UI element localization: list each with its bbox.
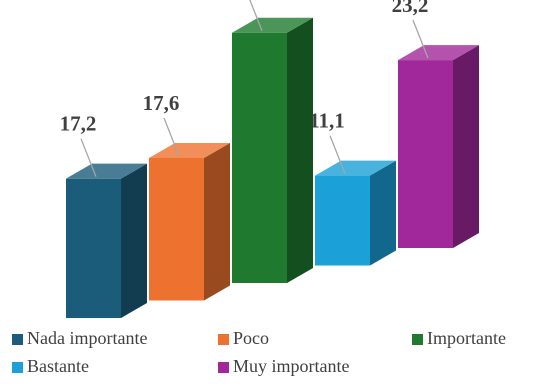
bar-top-0: [66, 163, 147, 179]
legend-swatch-0: [12, 334, 23, 345]
legend: Nada importante Poco Importante Bastante Muy…: [12, 328, 506, 376]
bars-group: [66, 17, 479, 318]
data-label-3: 11,1: [309, 109, 345, 133]
leader-line-0: [80, 138, 97, 177]
bar-top-4: [398, 45, 479, 61]
legend-swatch-1: [218, 334, 229, 345]
legend-label-1: Poco: [233, 328, 269, 348]
bar-front-0: [66, 178, 121, 318]
data-labels-group: 17,217,630,911,123,2: [60, 0, 429, 136]
bar-side-1: [204, 142, 230, 301]
leader-lines-group: [80, 0, 429, 177]
data-label-0: 17,2: [60, 112, 97, 136]
leader-line-4: [412, 19, 429, 59]
bar-side-0: [121, 163, 147, 318]
data-label-1: 17,6: [143, 91, 180, 115]
legend-label-4: Muy importante: [233, 356, 349, 376]
bar-side-2: [287, 17, 313, 284]
legend-label-0: Nada importante: [27, 328, 147, 348]
bar-top-3: [315, 160, 396, 176]
bar-side-3: [370, 160, 396, 266]
bar-top-2: [232, 17, 313, 33]
bar-front-1: [149, 157, 204, 301]
legend-label-2: Importante: [427, 328, 506, 348]
legend-swatch-3: [12, 362, 23, 373]
bar-front-2: [232, 32, 287, 284]
bar-side-4: [453, 45, 479, 248]
legend-label-3: Bastante: [27, 356, 89, 376]
legend-swatch-2: [412, 334, 423, 345]
bar-front-3: [315, 175, 370, 266]
leader-line-2: [249, 0, 263, 31]
leader-line-1: [163, 117, 180, 157]
bar-top-1: [149, 142, 230, 158]
bar-front-4: [398, 60, 453, 248]
leader-line-3: [329, 135, 346, 174]
legend-swatch-4: [218, 362, 229, 373]
data-label-4: 23,2: [392, 0, 429, 17]
